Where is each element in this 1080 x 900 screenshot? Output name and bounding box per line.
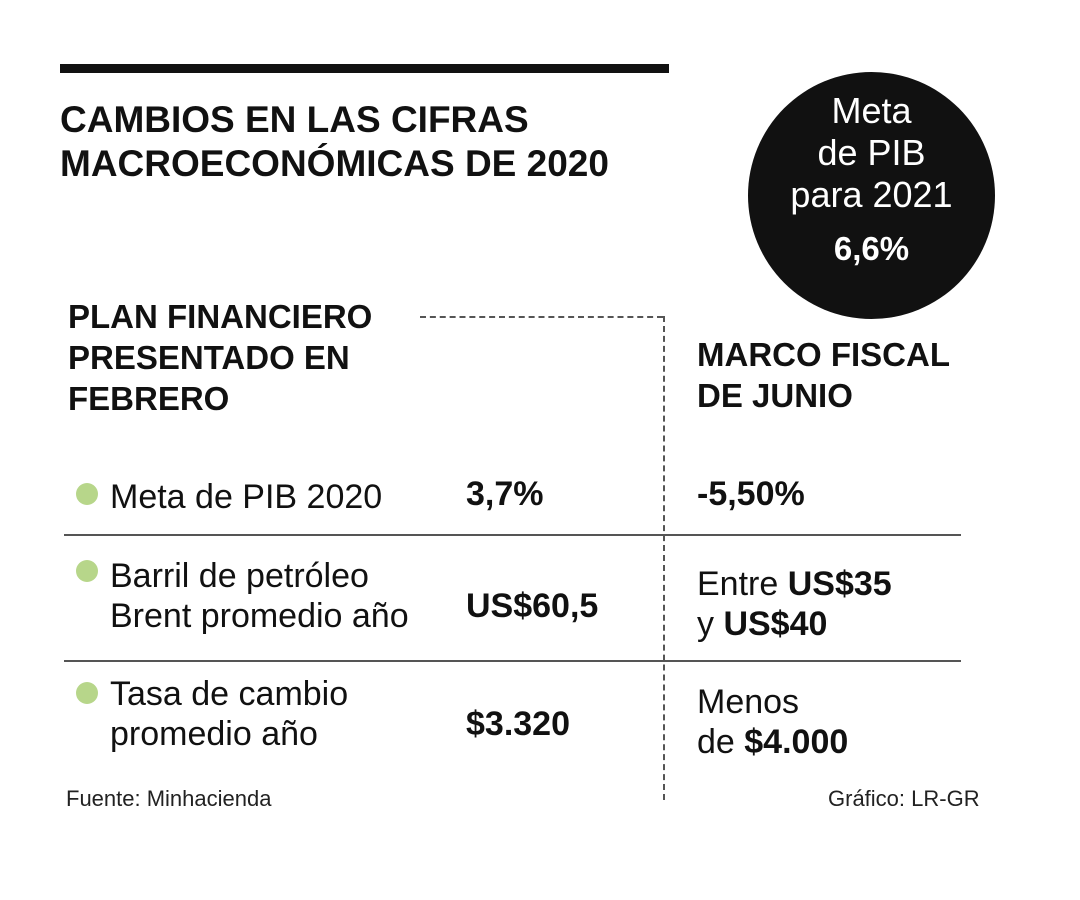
- badge-line-1: Meta: [831, 90, 912, 131]
- plan-value-pib: 3,7%: [466, 475, 544, 513]
- title-line-2: MACROECONÓMICAS DE 2020: [60, 143, 609, 184]
- top-rule: [60, 64, 669, 73]
- plan-header-line-2: PRESENTADO EN: [68, 339, 350, 376]
- badge-text: Meta de PIB para 2021: [748, 90, 995, 216]
- marco-text: y: [697, 605, 724, 643]
- page-title: CAMBIOS EN LAS CIFRAS MACROECONÓMICAS DE…: [60, 98, 720, 186]
- marco-bold: US$40: [723, 605, 828, 643]
- row-label-pib: Meta de PIB 2020: [110, 477, 382, 517]
- plan-financiero-header: PLAN FINANCIERO PRESENTADO EN FEBRERO: [68, 296, 428, 419]
- pib-2021-badge: Meta de PIB para 2021 6,6%: [748, 72, 995, 319]
- row-divider: [64, 534, 961, 536]
- marco-text: de: [697, 723, 745, 761]
- plan-value-brent: US$60,5: [466, 587, 599, 625]
- marco-value-tasa: Menos de $4.000: [697, 682, 848, 762]
- dashed-divider-vertical: [663, 316, 665, 800]
- badge-line-2: de PIB: [817, 132, 926, 173]
- badge-line-3: para 2021: [790, 174, 953, 215]
- plan-value-tasa: $3.320: [466, 705, 570, 743]
- marco-fiscal-header: MARCO FISCAL DE JUNIO: [697, 334, 1017, 416]
- marco-header-line-2: DE JUNIO: [697, 377, 853, 414]
- marco-text: Entre: [697, 565, 788, 603]
- source-note: Fuente: Minhacienda: [66, 786, 272, 811]
- graphic-credit: Gráfico: LR-GR: [828, 786, 980, 811]
- marco-bold: US$35: [787, 565, 892, 603]
- marco-value-brent: Entre US$35 y US$40: [697, 564, 892, 644]
- marco-text: Menos: [697, 683, 800, 721]
- row-label-line: Brent promedio año: [110, 597, 409, 635]
- marco-value-pib-bold: -5,50%: [697, 475, 805, 513]
- row-label-line: Meta de PIB 2020: [110, 478, 383, 516]
- row-label-line: Tasa de cambio: [110, 675, 349, 713]
- row-label-tasa: Tasa de cambio promedio año: [110, 674, 348, 754]
- badge-value: 6,6%: [833, 230, 910, 267]
- row-label-line: promedio año: [110, 715, 318, 753]
- marco-value-pib: -5,50%: [697, 474, 805, 514]
- plan-header-line-1: PLAN FINANCIERO: [68, 298, 373, 335]
- marco-header-line-1: MARCO FISCAL: [697, 336, 950, 373]
- marco-bold: $4.000: [744, 723, 849, 761]
- dashed-connector-horizontal: [420, 316, 663, 318]
- plan-header-line-3: FEBRERO: [68, 380, 230, 417]
- row-label-brent: Barril de petróleo Brent promedio año: [110, 556, 409, 636]
- row-label-line: Barril de petróleo: [110, 557, 369, 595]
- bullet-dot-icon: [76, 483, 98, 505]
- title-line-1: CAMBIOS EN LAS CIFRAS: [60, 99, 529, 140]
- bullet-dot-icon: [76, 682, 98, 704]
- row-divider: [64, 660, 961, 662]
- bullet-dot-icon: [76, 560, 98, 582]
